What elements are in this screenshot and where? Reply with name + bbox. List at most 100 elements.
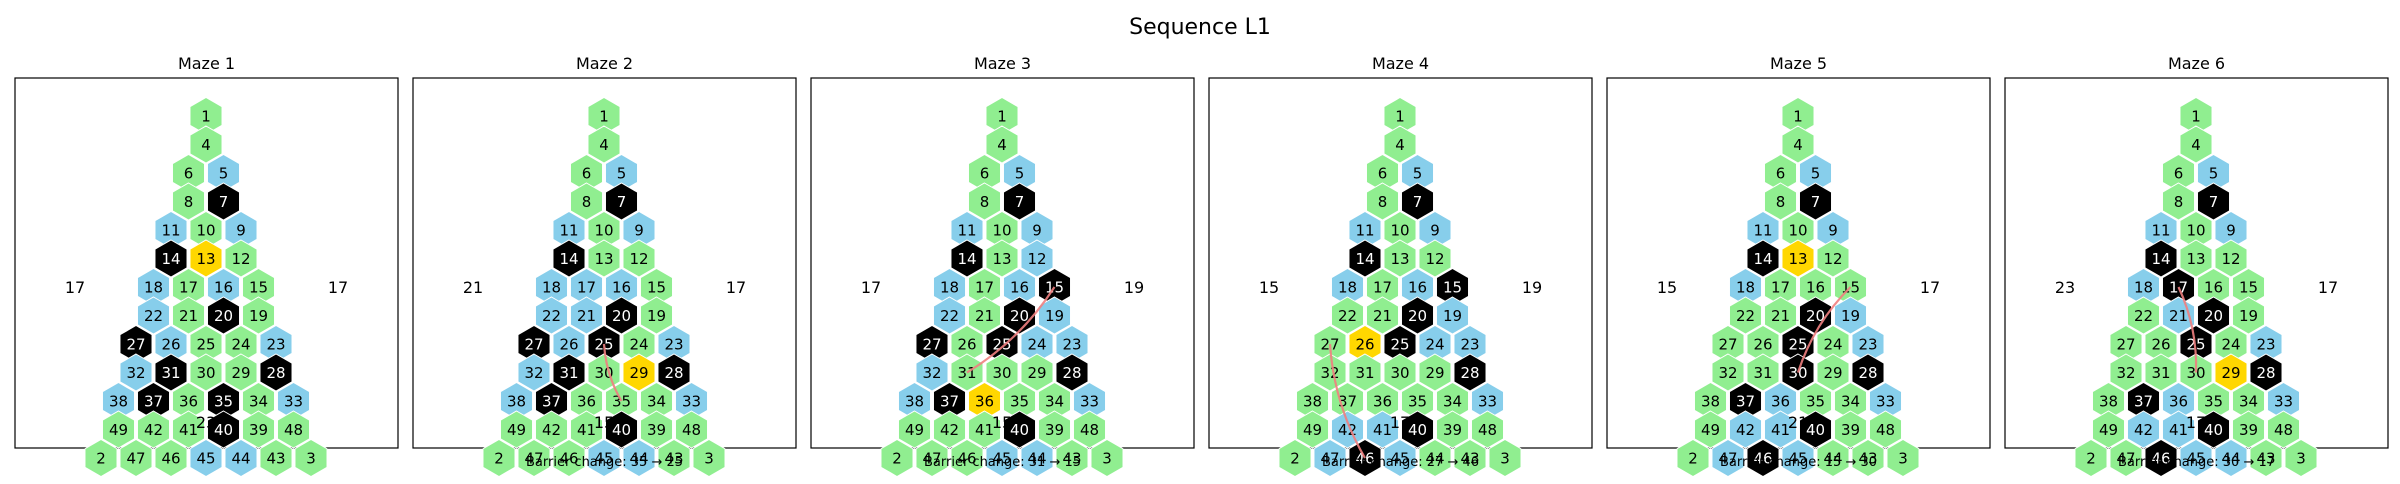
hex-label: 35 <box>214 393 233 411</box>
hex-label: 49 <box>109 421 128 439</box>
hex-cell-wall <box>1746 239 1780 278</box>
hex-cell-path <box>1711 353 1745 392</box>
hex-cell-path <box>136 410 171 449</box>
barrier-change-line <box>1328 343 1366 459</box>
maze-panels: Maze 112 34567891011121314151617181920212… <box>14 54 2389 478</box>
hex-label: 45 <box>594 450 613 468</box>
hex-label: 34 <box>1045 393 1064 411</box>
hex-label: 20 <box>612 307 631 325</box>
hex-label: 9 <box>1828 222 1838 240</box>
hex-label: 43 <box>1062 450 1081 468</box>
hex-cell-path <box>967 182 1002 221</box>
hex-label: 3 <box>2296 450 2306 468</box>
hex-cell-path <box>1470 410 1505 449</box>
hex-cell-path <box>1313 353 1347 392</box>
hex-label: 4 <box>1395 136 1405 154</box>
hex-label: 42 <box>2134 421 2153 439</box>
hex-label: 3 <box>306 450 316 468</box>
hex-cell-wall <box>259 353 293 392</box>
hex-cell-alt <box>119 353 153 392</box>
hex-cell-path <box>1418 438 1452 478</box>
hex-label: 12 <box>1823 250 1842 268</box>
maze-right-number: 17 <box>328 278 348 297</box>
hex-label: 18 <box>1736 279 1755 297</box>
hex-label: 14 <box>559 250 578 268</box>
hex-label: 12 <box>629 250 648 268</box>
barrier-change-line <box>966 286 1056 374</box>
hex-label: 4 <box>201 136 211 154</box>
hex-cell-path <box>915 438 949 478</box>
hex-cell-wall <box>552 353 586 392</box>
maze-right-number: 19 <box>1522 278 1542 297</box>
hex-label: 10 <box>1788 222 1807 240</box>
hex-label: 35 <box>2204 393 2223 411</box>
hex-label: 25 <box>1390 336 1409 354</box>
hex-label: 13 <box>2186 250 2205 268</box>
hex-label: 17 <box>577 279 596 297</box>
hex-label: 16 <box>1408 279 1427 297</box>
hex-cell-path <box>2266 410 2301 449</box>
hex-cell-wall <box>1400 410 1435 449</box>
maze-title: Maze 4 <box>1372 54 1429 73</box>
hex-label: 2 <box>2086 450 2096 468</box>
hex-label: 33 <box>1080 393 1099 411</box>
hex-cell-path <box>1816 239 1850 278</box>
hex-label: 14 <box>957 250 976 268</box>
hex-label: 38 <box>507 393 526 411</box>
hex-cell-wall <box>154 239 188 278</box>
hex-label: 47 <box>1320 450 1339 468</box>
hex-label: 28 <box>664 364 683 382</box>
hex-cell-wall <box>154 353 188 392</box>
hex-label: 6 <box>582 165 592 183</box>
hex-label: 6 <box>2174 165 2184 183</box>
hex-cell-path <box>1383 239 1417 278</box>
maze-bottom-number: 17 <box>1390 413 1410 432</box>
hex-cell-path <box>880 438 914 478</box>
hex-label: 22 <box>1338 307 1357 325</box>
hex-label: 14 <box>161 250 180 268</box>
hex-label: 22 <box>940 307 959 325</box>
hex-label: 27 <box>126 336 145 354</box>
hex-label: 34 <box>1841 393 1860 411</box>
hex-cell-wall <box>2196 296 2231 335</box>
hex-label: 9 <box>2226 222 2236 240</box>
hex-label: 24 <box>629 336 648 354</box>
hex-cell-path <box>1365 296 1400 335</box>
hex-cell-path <box>985 125 1019 164</box>
hex-label: 3 <box>1500 450 1510 468</box>
hex-label: 20 <box>1408 307 1427 325</box>
hex-label: 37 <box>144 393 163 411</box>
hex-label: 5 <box>219 165 229 183</box>
hex-cell-alt <box>1020 239 1054 278</box>
hex-label: 47 <box>524 450 543 468</box>
hex-label: 8 <box>980 193 990 211</box>
hex-cell-wall <box>1400 182 1435 221</box>
hex-cell-path <box>569 182 604 221</box>
hex-cell-alt <box>136 296 171 335</box>
hex-label: 18 <box>940 279 959 297</box>
hex-label: 23 <box>2256 336 2275 354</box>
hex-label: 42 <box>542 421 561 439</box>
hex-label: 19 <box>647 307 666 325</box>
hex-cell-path <box>1348 353 1382 392</box>
hex-label: 47 <box>922 450 941 468</box>
hex-label: 14 <box>2151 250 2170 268</box>
hex-label: 6 <box>1776 165 1786 183</box>
hex-label: 28 <box>266 364 285 382</box>
hex-label: 5 <box>1413 165 1423 183</box>
hex-cell-path <box>1383 125 1417 164</box>
hex-cell-path <box>1418 353 1452 392</box>
hex-cell-path <box>1728 296 1763 335</box>
hex-cell-wall <box>1002 410 1037 449</box>
hex-cell-path <box>1816 438 1850 478</box>
hex-label: 32 <box>524 364 543 382</box>
maze-left-number: 17 <box>861 278 881 297</box>
hex-label: 30 <box>2186 364 2205 382</box>
maze-bottom-number: 17 <box>2186 413 2206 432</box>
hex-label: 41 <box>1771 421 1790 439</box>
maze-left-number: 15 <box>1657 278 1677 297</box>
hex-cell-path <box>2091 410 2126 449</box>
hex-label: 16 <box>2204 279 2223 297</box>
hex-label: 2 <box>96 450 106 468</box>
hex-label: 16 <box>1010 279 1029 297</box>
